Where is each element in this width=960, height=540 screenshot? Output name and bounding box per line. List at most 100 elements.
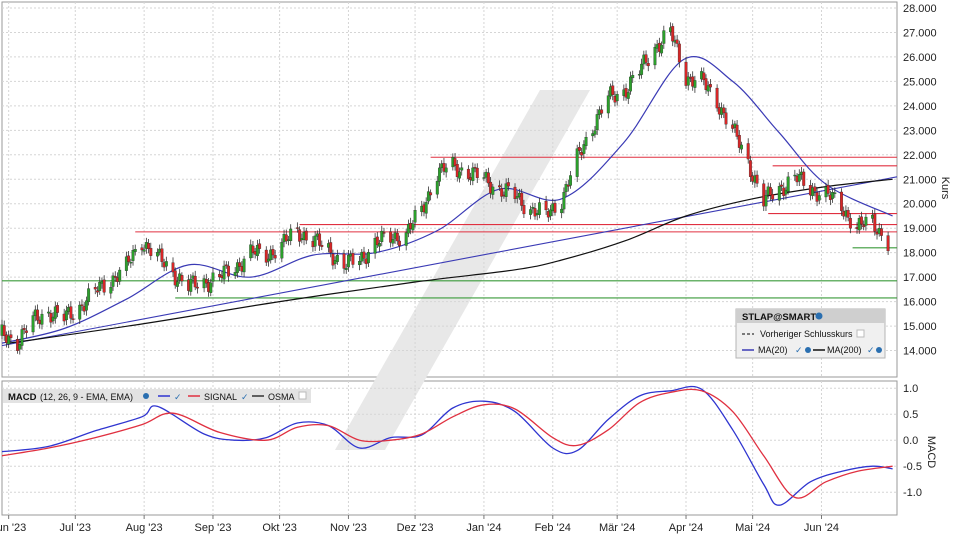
candle-body bbox=[64, 310, 68, 321]
price-tick-label: 17.000 bbox=[903, 272, 937, 284]
candle-body bbox=[537, 202, 541, 215]
candle-body bbox=[846, 210, 850, 218]
candle-body bbox=[522, 205, 526, 215]
globe-icon[interactable] bbox=[876, 347, 882, 353]
x-tick-label: Jul '23 bbox=[60, 522, 91, 534]
price-tick-label: 14.000 bbox=[903, 346, 937, 358]
candle-body bbox=[660, 44, 664, 54]
macd-tick-label: 1.0 bbox=[903, 383, 918, 395]
candle-body bbox=[129, 262, 133, 264]
candle-body bbox=[460, 167, 464, 171]
macd-legend-osma: OSMA bbox=[268, 392, 295, 402]
candle-body bbox=[629, 76, 632, 92]
check-icon[interactable]: ✓ bbox=[174, 392, 182, 402]
candle-body bbox=[500, 188, 504, 197]
candle-body bbox=[724, 112, 728, 125]
candle-body bbox=[560, 208, 564, 214]
legend-ma200: MA(200) bbox=[827, 345, 862, 355]
candle-body bbox=[295, 227, 299, 229]
candle-body bbox=[671, 26, 675, 42]
macd-axis-label: MACD bbox=[925, 436, 937, 468]
candle-body bbox=[227, 265, 230, 277]
candle-body bbox=[413, 210, 417, 223]
price-tick-label: 28.000 bbox=[903, 3, 937, 15]
candle-body bbox=[318, 233, 322, 246]
candle-body bbox=[768, 187, 772, 196]
candle-body bbox=[591, 133, 595, 137]
candle-body bbox=[615, 94, 619, 102]
candle-body bbox=[51, 316, 55, 322]
candle-body bbox=[802, 171, 806, 186]
candle-body bbox=[631, 75, 635, 79]
candle-body bbox=[382, 232, 386, 234]
candle-body bbox=[833, 192, 837, 194]
candle-body bbox=[755, 174, 759, 184]
candle-body bbox=[380, 230, 384, 243]
candle-body bbox=[395, 232, 399, 242]
globe-icon[interactable] bbox=[143, 393, 149, 399]
candle-body bbox=[426, 191, 430, 202]
price-tick-label: 26.000 bbox=[903, 52, 937, 64]
candle-body bbox=[475, 167, 479, 179]
macd-line bbox=[1, 385, 893, 506]
prev-close-checkbox[interactable] bbox=[856, 329, 865, 338]
candle-body bbox=[880, 228, 883, 236]
globe-icon[interactable] bbox=[815, 312, 823, 320]
candle-body bbox=[40, 313, 44, 325]
x-tick-label: Mai '24 bbox=[735, 522, 770, 534]
ma200-line bbox=[8, 178, 893, 344]
check-icon[interactable]: ✓ bbox=[241, 392, 249, 402]
candle-body bbox=[142, 249, 146, 252]
candle-body bbox=[864, 216, 868, 226]
candle-body bbox=[193, 275, 197, 288]
candle-body bbox=[398, 240, 401, 247]
candle-body bbox=[466, 168, 470, 179]
candle-body bbox=[233, 272, 237, 276]
check-icon[interactable]: ✓ bbox=[867, 345, 875, 355]
candle-body bbox=[784, 189, 788, 195]
candle-body bbox=[817, 195, 821, 201]
candle-body bbox=[675, 39, 679, 44]
candle-body bbox=[375, 236, 379, 246]
candle-body bbox=[164, 261, 168, 267]
price-tick-label: 20.000 bbox=[903, 199, 937, 211]
candle-body bbox=[584, 137, 588, 146]
candle-body bbox=[444, 167, 448, 173]
candle-body bbox=[255, 244, 259, 257]
price-tick-label: 16.000 bbox=[903, 297, 937, 309]
candle-body bbox=[533, 208, 537, 217]
candle-body bbox=[160, 248, 164, 262]
moving-averages bbox=[1, 56, 898, 347]
macd-legend-params: (12, 26, 9 - EMA, EMA) bbox=[40, 392, 133, 402]
trend-line bbox=[1, 176, 898, 347]
candle-body bbox=[740, 144, 743, 150]
osma-checkbox[interactable] bbox=[298, 391, 307, 400]
candle-body bbox=[831, 192, 835, 199]
check-icon[interactable]: ✓ bbox=[795, 345, 803, 355]
candle-body bbox=[204, 279, 208, 284]
candle-body bbox=[708, 84, 712, 88]
price-tick-label: 22.000 bbox=[903, 150, 937, 162]
price-tick-label: 23.000 bbox=[903, 125, 937, 137]
candle-body bbox=[704, 78, 708, 90]
candle-body bbox=[273, 255, 277, 259]
candle-body bbox=[722, 107, 726, 114]
legend-prev-close: Vorheriger Schlusskurs bbox=[760, 329, 853, 339]
horizontal-levels bbox=[2, 156, 897, 299]
x-tick-label: Jan '24 bbox=[466, 522, 501, 534]
candle-body bbox=[520, 192, 524, 206]
candle-body bbox=[171, 262, 175, 273]
candle-body bbox=[149, 247, 153, 256]
candle-body bbox=[746, 143, 750, 160]
candle-body bbox=[611, 85, 615, 96]
price-tick-label: 25.000 bbox=[903, 76, 937, 88]
globe-icon[interactable] bbox=[805, 347, 811, 353]
candle-body bbox=[564, 184, 568, 193]
candle-body bbox=[577, 147, 581, 151]
candle-body bbox=[811, 187, 815, 196]
candle-body bbox=[331, 253, 335, 266]
candle-body bbox=[93, 287, 97, 290]
candle-body bbox=[506, 182, 510, 187]
candle-body bbox=[373, 238, 377, 254]
macd-legend: MACD (12, 26, 9 - EMA, EMA) ✓ SIGNAL ✓ O… bbox=[3, 389, 311, 403]
